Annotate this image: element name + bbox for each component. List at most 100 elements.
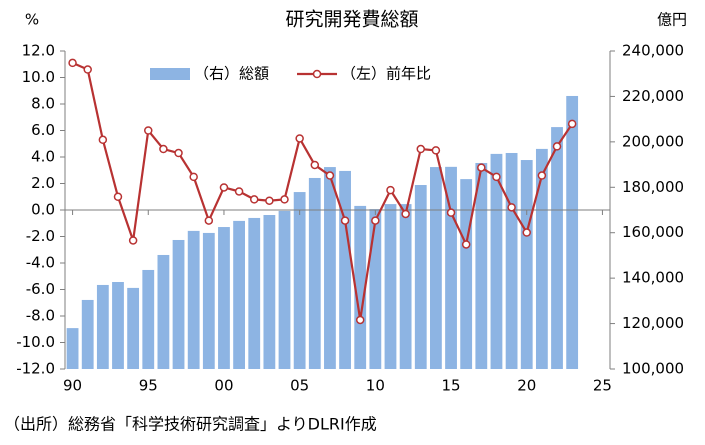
bar bbox=[475, 162, 488, 369]
line-marker bbox=[401, 209, 410, 219]
line-marker bbox=[325, 171, 335, 180]
bar bbox=[308, 177, 321, 369]
y-tick-label: 4.0 bbox=[31, 148, 55, 166]
bar bbox=[460, 179, 473, 369]
line-marker bbox=[567, 119, 577, 129]
bar bbox=[127, 287, 140, 369]
bar bbox=[535, 148, 548, 369]
x-tick-label: 05 bbox=[290, 377, 309, 395]
line-marker bbox=[280, 195, 289, 204]
bar bbox=[248, 217, 261, 369]
bar bbox=[505, 152, 518, 369]
line-marker bbox=[128, 236, 138, 245]
line-marker bbox=[477, 163, 486, 172]
bar bbox=[202, 232, 215, 369]
line-marker bbox=[371, 216, 380, 225]
line-marker bbox=[431, 146, 441, 155]
y2-tick-label: 160,000 bbox=[622, 223, 684, 241]
line-marker bbox=[83, 65, 92, 74]
y-tick-label: -12.0 bbox=[16, 360, 55, 378]
y2-axis-label: 億円 bbox=[657, 11, 687, 29]
line-marker bbox=[295, 134, 304, 143]
legend-label: （左）前年比 bbox=[341, 65, 431, 83]
legend-swatch bbox=[150, 68, 190, 80]
line-marker bbox=[219, 183, 229, 192]
line-marker bbox=[204, 216, 214, 225]
y-axis-label: % bbox=[25, 11, 39, 29]
line-marker bbox=[355, 315, 365, 325]
y-tick-label: 10.0 bbox=[22, 68, 55, 86]
bar bbox=[157, 254, 170, 369]
x-tick-label: 15 bbox=[441, 377, 460, 395]
y2-tick-label: 120,000 bbox=[622, 314, 684, 332]
legend-label: （右）総額 bbox=[194, 65, 269, 83]
bar bbox=[399, 204, 412, 369]
y2-tick-label: 180,000 bbox=[622, 178, 684, 196]
bar bbox=[490, 153, 503, 369]
y-tick-label: -10.0 bbox=[16, 333, 55, 351]
line-marker bbox=[265, 196, 274, 205]
x-tick-label: 95 bbox=[139, 377, 158, 395]
line-marker bbox=[249, 195, 259, 204]
bar bbox=[142, 269, 155, 369]
line-marker bbox=[159, 144, 168, 154]
y-tick-label: 6.0 bbox=[31, 121, 55, 139]
bar bbox=[172, 239, 185, 369]
bar bbox=[233, 220, 246, 369]
bar bbox=[551, 127, 563, 369]
line-marker bbox=[113, 192, 123, 201]
line-marker bbox=[68, 58, 77, 68]
line-marker bbox=[461, 240, 471, 249]
line-marker bbox=[492, 172, 501, 182]
bar bbox=[218, 227, 230, 369]
bar bbox=[339, 170, 351, 369]
line-marker bbox=[416, 144, 426, 154]
bar bbox=[263, 214, 276, 369]
y-tick-label: 12.0 bbox=[22, 42, 55, 60]
x-tick-label: 90 bbox=[63, 377, 82, 395]
y-tick-label: -2.0 bbox=[26, 227, 55, 245]
line-marker bbox=[537, 171, 547, 180]
line-marker bbox=[552, 142, 562, 151]
line-marker bbox=[446, 208, 456, 217]
chart-title: 研究開発費総額 bbox=[285, 9, 418, 31]
y-tick-label: 8.0 bbox=[31, 95, 55, 113]
y-tick-label: -6.0 bbox=[26, 280, 55, 298]
bar bbox=[187, 230, 200, 369]
line-marker bbox=[174, 148, 183, 158]
line-marker bbox=[507, 203, 516, 212]
bar bbox=[520, 160, 533, 369]
x-tick-label: 10 bbox=[366, 377, 385, 395]
bar bbox=[445, 166, 457, 369]
source-note: （出所）総務省「科学技術研究調査」よりDLRI作成 bbox=[4, 415, 377, 434]
y2-tick-label: 100,000 bbox=[622, 360, 684, 378]
line-marker bbox=[340, 216, 350, 225]
line-marker bbox=[522, 228, 531, 237]
bar bbox=[96, 284, 109, 369]
line-marker bbox=[310, 160, 320, 170]
x-tick-label: 20 bbox=[517, 377, 536, 395]
y2-tick-label: 220,000 bbox=[622, 87, 684, 105]
y2-tick-label: 240,000 bbox=[622, 42, 684, 60]
y-tick-label: -8.0 bbox=[26, 307, 55, 325]
line-marker bbox=[98, 135, 108, 145]
y-tick-label: 2.0 bbox=[31, 174, 55, 192]
bar bbox=[414, 185, 427, 369]
line-marker bbox=[234, 187, 244, 196]
y-tick-label: 0.0 bbox=[31, 201, 55, 219]
bar bbox=[66, 328, 79, 369]
bar bbox=[369, 209, 382, 369]
legend-swatch bbox=[312, 69, 322, 79]
x-tick-label: 00 bbox=[214, 377, 233, 395]
bar bbox=[293, 192, 306, 369]
line bbox=[72, 61, 574, 321]
y2-tick-label: 140,000 bbox=[622, 269, 684, 287]
y2-tick-label: 200,000 bbox=[622, 132, 684, 150]
bar bbox=[384, 204, 397, 369]
bar bbox=[324, 167, 336, 369]
bar bbox=[429, 167, 442, 369]
bar bbox=[81, 299, 94, 369]
line-marker bbox=[189, 172, 198, 182]
